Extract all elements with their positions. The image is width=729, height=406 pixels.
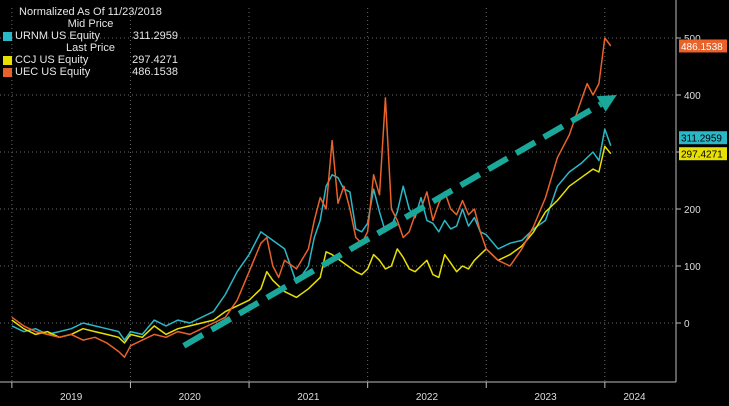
x-tick-label: 2024 [623,392,646,403]
y-tick-label: 100 [684,262,701,273]
trend-arrow [182,95,617,349]
x-tick-label: 2023 [534,392,557,403]
legend-item-urnm: URNM US Equity 311.2959 [3,30,178,42]
last-price-label: Last Price [66,42,115,54]
last-value-label-urnm: 311.2959 [681,134,722,145]
legend-swatch-ccj [3,55,12,65]
legend-swatch-urnm [3,31,12,41]
last-value-labels: 311.2959 297.4271 486.1538 [679,39,727,161]
series-line-urnm [11,128,612,341]
legend-name-urnm: URNM US Equity [15,30,100,42]
normalized-label: Normalized As Of 11/23/2018 [19,6,162,18]
gridlines [0,8,676,382]
legend-value-ccj: 297.4271 [132,54,178,66]
last-value-box-uec [679,39,727,53]
legend-name-uec: UEC US Equity [15,66,91,78]
mid-price-label: Mid Price [67,18,114,30]
series-lines [11,37,612,358]
x-tick-label: 2020 [179,392,202,403]
series-line-uec [11,37,612,358]
legend-value-urnm: 311.2959 [132,30,178,42]
trend-arrow-shaft [182,101,603,349]
last-value-box-urnm [679,131,727,145]
legend-item-uec: UEC US Equity 486.1538 [3,66,178,78]
last-value-label-uec: 486.1538 [681,42,723,53]
legend-item-ccj: CCJ US Equity 297.4271 [3,54,178,66]
x-tick-label: 2022 [416,392,439,403]
trend-arrow-head [596,95,617,112]
y-tick-label: 0 [684,319,690,330]
x-tick-label: 2021 [297,392,320,403]
last-value-label-ccj: 297.4271 [681,150,723,161]
x-tick-label: 2019 [60,392,83,403]
y-tick-label: 400 [684,91,701,102]
y-tick-label: 200 [684,205,701,216]
legend-value-uec: 486.1538 [132,66,178,78]
legend-name-ccj: CCJ US Equity [15,54,89,66]
last-value-box-ccj [679,147,727,161]
legend-swatch-uec [3,67,12,77]
legend: Normalized As Of 11/23/2018 Mid Price UR… [3,6,178,78]
